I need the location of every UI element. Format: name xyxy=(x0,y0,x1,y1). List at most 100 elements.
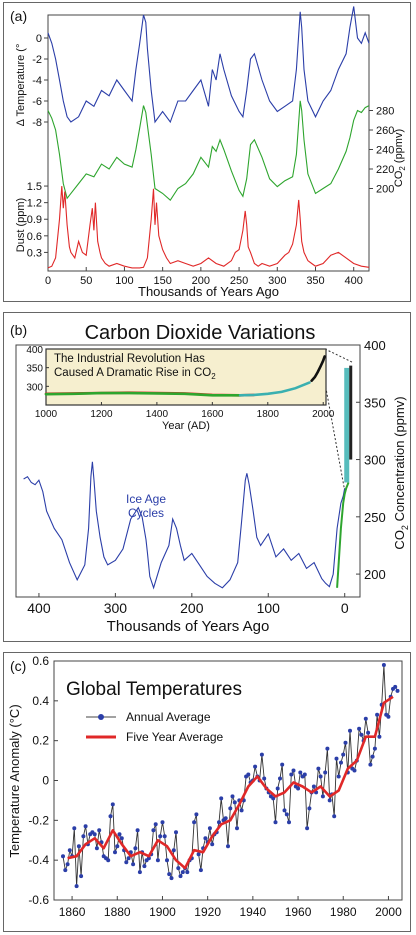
annual-average-point xyxy=(334,756,339,761)
co2-series-line xyxy=(47,100,370,202)
annual-average-point xyxy=(81,834,86,839)
legend-five-year-label: Five Year Average xyxy=(126,730,224,744)
annual-average-point xyxy=(287,820,291,825)
annual-average-point xyxy=(246,772,251,777)
annual-average-point xyxy=(165,858,169,863)
chart-title: Carbon Dioxide Variations xyxy=(85,322,316,344)
temperature-series-line xyxy=(47,6,370,124)
co2-chart: (b) Carbon Dioxide Variations 400 350 300 250… xyxy=(10,322,409,635)
inset-title-line2: Caused A Dramatic Rise in CO2 xyxy=(54,367,216,381)
annual-average-point xyxy=(253,764,258,769)
annual-average-point xyxy=(230,794,235,799)
x-tick-label: 1880 xyxy=(104,905,131,919)
annual-average-point xyxy=(278,776,282,781)
annual-average-point xyxy=(318,774,323,779)
annotation-ice-age-line1: Ice Age xyxy=(126,492,166,506)
annual-average-point xyxy=(298,770,303,775)
inset-series-line xyxy=(44,391,242,397)
annual-average-point xyxy=(341,752,346,757)
annual-average-point xyxy=(146,856,151,861)
annual-average-point xyxy=(366,730,371,735)
annual-average-point xyxy=(97,828,102,833)
annual-average-point xyxy=(171,848,176,853)
annual-average-point xyxy=(259,752,264,757)
x-tick-label: 350 xyxy=(306,275,324,287)
y-tick-label: 350 xyxy=(364,395,386,410)
annual-average-point xyxy=(235,826,239,831)
annual-average-point xyxy=(316,766,321,771)
y-tick-label: 200 xyxy=(364,567,386,582)
inset-x-tick-label: 1000 xyxy=(35,409,58,420)
annual-average-point xyxy=(162,834,167,839)
y-tick-label: 0.2 xyxy=(32,734,49,748)
modern-rise-black-bar xyxy=(349,365,353,460)
annual-average-point xyxy=(65,862,70,867)
inset-x-tick-label: 1600 xyxy=(201,409,224,420)
x-tick-label: 400 xyxy=(345,275,363,287)
panel-co2: (b) Carbon Dioxide Variations 400 350 300 250… xyxy=(3,312,411,642)
annual-average-point xyxy=(359,732,364,737)
panel-global-temps: (c) 0.6 0.4 0.2 0 -0.2 -0.4 -0.6 Temperature Ano… xyxy=(3,652,411,932)
co2-axis-label-rest: (ppmv) xyxy=(393,129,405,166)
annual-average-point xyxy=(155,858,160,863)
annual-average-point xyxy=(115,844,120,849)
x-tick-label: 2000 xyxy=(375,905,402,919)
dust-tick-label: 0.3 xyxy=(27,247,42,259)
annual-average-point xyxy=(363,716,368,721)
annual-average-point xyxy=(305,826,310,831)
annual-average-point xyxy=(153,822,158,827)
co2-series-line xyxy=(336,482,350,588)
y-tick-label: 250 xyxy=(364,510,386,525)
annual-average-point xyxy=(262,776,267,781)
inset-frame xyxy=(45,348,327,406)
annual-average-point xyxy=(291,768,296,773)
inset-connector-line xyxy=(324,348,353,363)
annual-average-point xyxy=(320,794,325,799)
plot-frame xyxy=(15,344,361,598)
annual-average-point xyxy=(386,714,391,719)
annual-average-point xyxy=(232,800,237,805)
annual-average-point xyxy=(185,870,190,875)
inset-x-axis-label: Year (AD) xyxy=(162,420,210,432)
annual-average-point xyxy=(302,772,307,777)
y-tick-label: 0.6 xyxy=(32,654,49,668)
dust-tick-label: 0.9 xyxy=(27,214,42,226)
annual-average-point xyxy=(207,826,212,831)
annual-average-point xyxy=(67,848,72,853)
y-axis-label-main: CO xyxy=(392,530,407,550)
temp-tick-label: -4 xyxy=(32,75,42,87)
annual-average-point xyxy=(174,830,178,835)
inset-title-line1: The Industrial Revolution Has xyxy=(54,353,205,365)
x-tick-label: 100 xyxy=(115,275,133,287)
y-axis-label: CO2 Concentration (ppmv) xyxy=(392,396,409,549)
annual-average-point xyxy=(194,812,199,817)
inset-series-line xyxy=(310,355,326,382)
x-tick-label: 300 xyxy=(268,275,286,287)
annual-average-point xyxy=(169,876,174,881)
annual-average-point xyxy=(61,854,65,859)
annual-average-point xyxy=(137,870,142,875)
global-temps-chart: (c) 0.6 0.4 0.2 0 -0.2 -0.4 -0.6 Temperature Ano… xyxy=(7,654,403,919)
inset-x-tick-label: 2000 xyxy=(312,409,335,420)
annual-average-point xyxy=(106,858,111,863)
inset-y-tick-label: 350 xyxy=(26,364,43,375)
annual-average-point xyxy=(395,688,400,693)
x-tick-label: 200 xyxy=(192,275,210,287)
y-tick-label: 300 xyxy=(364,453,386,468)
x-tick-label: 300 xyxy=(104,600,128,616)
panel-label: (c) xyxy=(10,658,26,674)
dust-tick-label: 1.5 xyxy=(27,181,42,193)
annual-average-point xyxy=(289,772,294,777)
annual-average-point xyxy=(160,820,165,825)
x-tick-label: 250 xyxy=(230,275,248,287)
temp-tick-label: -8 xyxy=(32,117,42,129)
annual-average-point xyxy=(79,874,84,879)
x-axis-label: Thousands of Years Ago xyxy=(138,284,279,299)
co2-series-line xyxy=(23,461,346,590)
annual-average-point xyxy=(198,868,203,873)
annual-average-point xyxy=(131,862,136,867)
annual-average-point xyxy=(357,726,362,731)
dust-tick-label: 0.6 xyxy=(27,231,42,243)
annual-average-point xyxy=(180,870,185,875)
annual-average-point xyxy=(372,746,377,751)
